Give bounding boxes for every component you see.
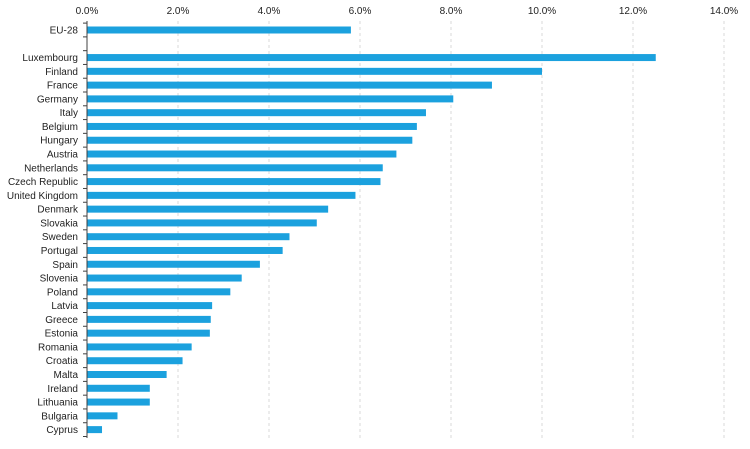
category-labels: EU-28 Luxembourg Finland France Germany Italy… (7, 22, 87, 438)
bar-croatia (87, 357, 183, 365)
bar-slovakia (87, 219, 317, 227)
bar-czech-republic (87, 178, 381, 186)
x-tick-label: 10.0% (528, 6, 556, 17)
bar-finland (87, 67, 542, 75)
bar-greece (87, 315, 211, 323)
category-label: Hungary (40, 136, 78, 147)
bar-sweden (87, 233, 290, 241)
category-label: Portugal (41, 246, 78, 257)
bar-luxembourg (87, 54, 656, 62)
category-label: Greece (45, 315, 78, 326)
x-tick-label: 8.0% (440, 6, 463, 17)
bar-ireland (87, 384, 150, 392)
category-label: Ireland (47, 384, 78, 395)
x-tick-label: 6.0% (349, 6, 372, 17)
category-label: Slovakia (40, 218, 78, 229)
bar-belgium (87, 122, 417, 130)
bar-cyprus (87, 426, 103, 434)
category-label: France (47, 81, 79, 92)
bar-poland (87, 288, 231, 296)
category-label: Sweden (42, 232, 78, 243)
x-tick-label: 12.0% (619, 6, 647, 17)
bar-hungary (87, 136, 413, 144)
bar-slovenia (87, 274, 242, 282)
category-label: Lithuania (37, 398, 78, 409)
category-label: Bulgaria (41, 411, 78, 422)
category-label: Luxembourg (22, 53, 78, 64)
category-label: EU-28 (50, 26, 79, 37)
bar-malta (87, 371, 167, 378)
category-label: Finland (45, 67, 78, 78)
bar-denmark (87, 205, 329, 213)
category-label: Denmark (37, 205, 79, 216)
category-label: Austria (47, 150, 79, 161)
bar-spain (87, 260, 260, 268)
category-label: Slovenia (40, 274, 79, 285)
bar-united-kingdom (87, 191, 356, 199)
bar-italy (87, 109, 426, 117)
x-tick-label: 4.0% (258, 6, 281, 17)
bar-portugal (87, 246, 283, 254)
category-label: Czech Republic (8, 177, 78, 188)
bar-lithuania (87, 398, 150, 406)
category-label: Italy (60, 108, 78, 119)
bar-latvia (87, 302, 213, 310)
bars (87, 26, 656, 434)
category-label: Cyprus (46, 425, 78, 436)
category-label: Latvia (51, 301, 78, 312)
bar-netherlands (87, 164, 383, 172)
category-label: United Kingdom (7, 191, 78, 202)
category-label: Spain (52, 260, 78, 271)
category-label: Germany (37, 94, 78, 105)
x-tick-label: 0.0% (76, 6, 99, 17)
x-tick-label: 14.0% (710, 6, 738, 17)
bar-romania (87, 343, 192, 351)
x-axis-ticks: 0.0% 2.0% 4.0% 6.0% 8.0% 10.0% 12.0% 14.0% (76, 6, 739, 17)
category-label: Estonia (45, 329, 79, 340)
category-label: Belgium (42, 122, 78, 133)
bar-france (87, 81, 492, 89)
bar-bulgaria (87, 412, 118, 420)
category-label: Croatia (46, 356, 79, 367)
category-label: Netherlands (24, 163, 78, 174)
x-tick-label: 2.0% (167, 6, 190, 17)
bar-austria (87, 150, 397, 158)
bar-germany (87, 95, 454, 103)
category-label: Malta (54, 370, 79, 381)
category-label: Romania (38, 342, 78, 353)
bar-eu-28 (87, 26, 351, 34)
bar-estonia (87, 329, 210, 337)
category-label: Poland (47, 287, 78, 298)
